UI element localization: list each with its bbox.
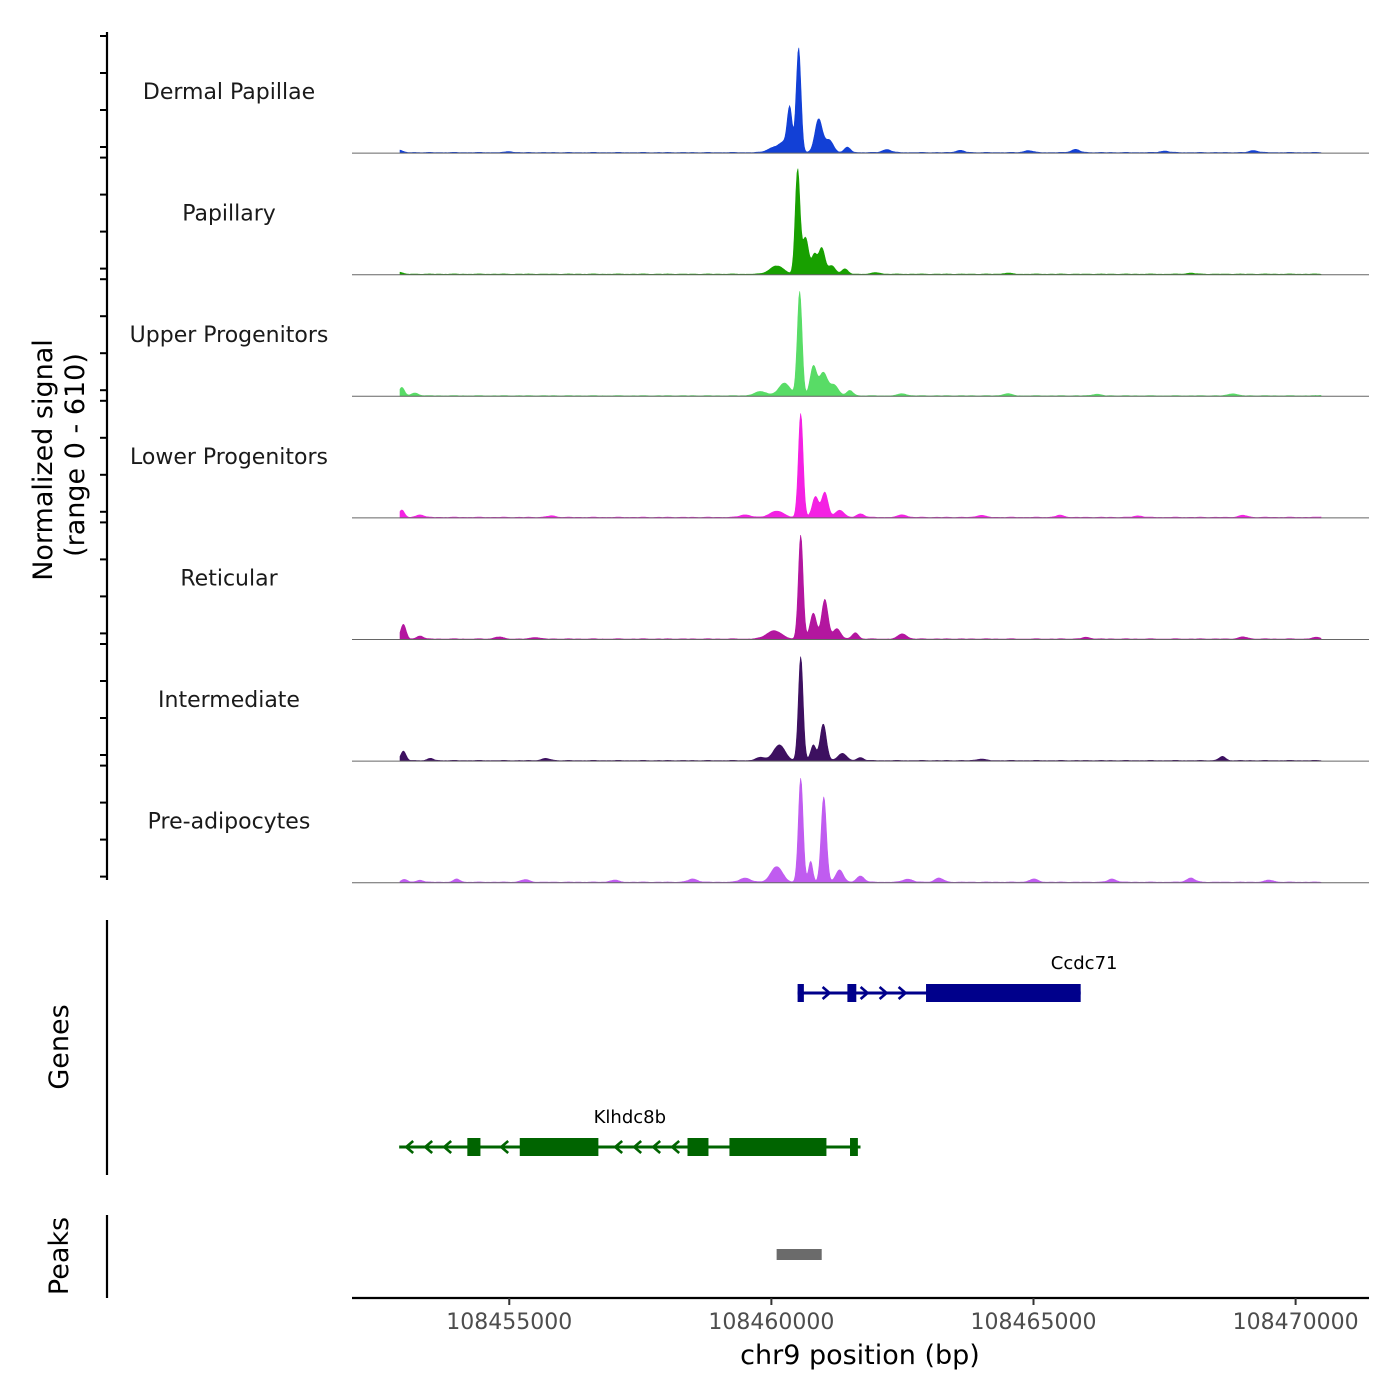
strand-arrow bbox=[897, 986, 908, 1000]
track-papillary: Papillary bbox=[182, 168, 1369, 276]
track-label: Upper Progenitors bbox=[130, 323, 329, 348]
strand-arrow bbox=[423, 1140, 434, 1154]
x-tick-label: 108465000 bbox=[971, 1310, 1097, 1335]
gene-annotations: Ccdc71 Klhdc8b bbox=[399, 953, 1117, 1156]
gene-exon bbox=[847, 984, 857, 1002]
strand-arrow bbox=[499, 1140, 510, 1154]
gene-ccdc71: Ccdc71 bbox=[797, 953, 1118, 1002]
x-tick-label: 108455000 bbox=[446, 1310, 572, 1335]
peak-region bbox=[776, 1249, 822, 1260]
x-axis-title: chr9 position (bp) bbox=[740, 1340, 980, 1371]
coverage-area-dermal-papillae bbox=[399, 47, 1322, 154]
track-upper-progenitors: Upper Progenitors bbox=[130, 291, 1369, 397]
strand-arrow bbox=[404, 1140, 415, 1154]
gene-klhdc8b: Klhdc8b bbox=[399, 1107, 861, 1156]
coverage-tracks: Dermal Papillae Papillary Upper Progenitor… bbox=[130, 47, 1369, 884]
coverage-area-intermediate bbox=[399, 656, 1322, 762]
gene-label: Ccdc71 bbox=[1051, 953, 1118, 974]
strand-arrow bbox=[878, 986, 889, 1000]
coverage-area-reticular bbox=[399, 534, 1322, 640]
genes-axis-title: Genes bbox=[44, 1004, 75, 1089]
track-label: Intermediate bbox=[158, 688, 300, 713]
track-lower-progenitors: Lower Progenitors bbox=[130, 413, 1369, 519]
strand-arrow bbox=[651, 1140, 662, 1154]
x-tick-label: 108460000 bbox=[708, 1310, 834, 1335]
signal-axis-title-line1: Normalized signal bbox=[28, 339, 59, 581]
coverage-area-pre-adipocytes bbox=[399, 778, 1322, 883]
track-label: Dermal Papillae bbox=[143, 80, 315, 105]
track-label: Lower Progenitors bbox=[130, 445, 328, 470]
strand-arrow bbox=[859, 986, 870, 1000]
x-tick-label: 108470000 bbox=[1233, 1310, 1359, 1335]
gene-exon bbox=[519, 1138, 599, 1156]
track-label: Reticular bbox=[180, 566, 278, 591]
signal-axis-ticks bbox=[100, 35, 107, 878]
gene-exon bbox=[729, 1138, 827, 1156]
coverage-area-lower-progenitors bbox=[399, 413, 1322, 519]
track-reticular: Reticular bbox=[180, 534, 1369, 640]
gene-label: Klhdc8b bbox=[594, 1107, 666, 1128]
track-pre-adipocytes: Pre-adipocytes bbox=[148, 778, 1369, 884]
gene-exon bbox=[467, 1138, 481, 1156]
peaks-axis-title: Peaks bbox=[44, 1217, 75, 1295]
strand-arrow bbox=[632, 1140, 643, 1154]
signal-axis-title-line2: (range 0 - 610) bbox=[60, 353, 91, 557]
x-axis-ticks: 108455000 108460000 108465000 108470000 bbox=[446, 1298, 1359, 1335]
gene-exon bbox=[687, 1138, 709, 1156]
track-intermediate: Intermediate bbox=[158, 656, 1369, 762]
track-label: Pre-adipocytes bbox=[148, 810, 311, 835]
gene-exon bbox=[926, 984, 1081, 1002]
track-label: Papillary bbox=[182, 202, 276, 227]
peak-regions bbox=[776, 1249, 822, 1260]
coverage-area-papillary bbox=[399, 168, 1322, 275]
strand-arrow bbox=[670, 1140, 681, 1154]
strand-arrow bbox=[613, 1140, 624, 1154]
coverage-area-upper-progenitors bbox=[399, 291, 1322, 397]
track-dermal-papillae: Dermal Papillae bbox=[143, 47, 1369, 154]
strand-arrow bbox=[821, 986, 832, 1000]
strand-arrow bbox=[442, 1140, 453, 1154]
gene-exon bbox=[850, 1138, 858, 1156]
gene-exon bbox=[797, 984, 804, 1002]
